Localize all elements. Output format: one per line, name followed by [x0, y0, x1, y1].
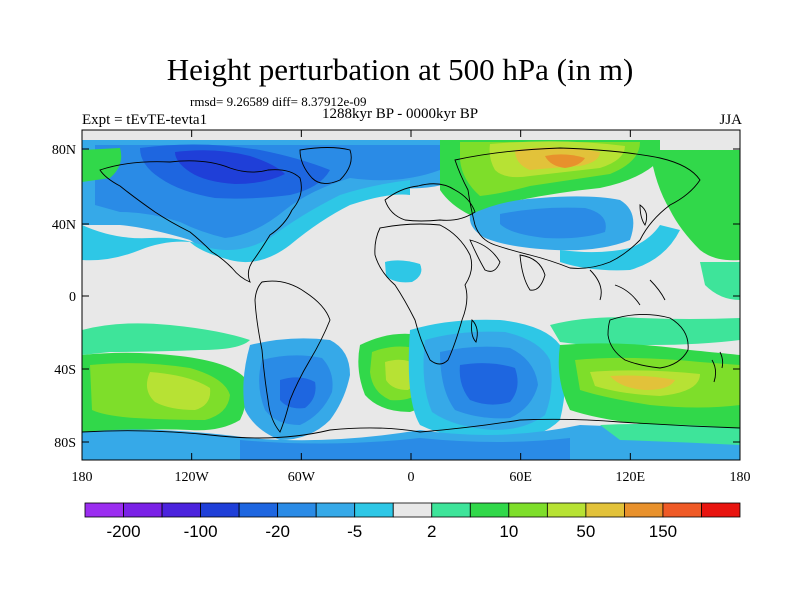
field-contour-asia-negative-core: [500, 207, 606, 239]
colorbar-swatch: [546, 502, 587, 518]
x-tick-label: 60E: [509, 470, 532, 485]
coast-australia: [607, 314, 689, 369]
period-text: 1288kyr BP - 0000kyr BP: [322, 106, 479, 122]
colorbar-swatch: [701, 502, 741, 518]
y-tick-label: 80S: [54, 436, 76, 451]
x-tick-label: 120W: [175, 470, 210, 485]
y-tick-label: 40S: [54, 363, 76, 378]
coast-europe: [384, 183, 476, 222]
x-tick-label: 180: [730, 470, 751, 485]
field-contour-pacific-green: [650, 150, 740, 261]
field-contour-antarctic-core: [240, 438, 570, 460]
colorbar-swatch: [392, 502, 433, 518]
field-contour-tropical-pacific: [82, 323, 250, 355]
coast-japan: [639, 204, 648, 226]
colorbar-label: -100: [184, 522, 218, 541]
x-tick-label: 0: [408, 470, 415, 485]
experiment-label: Expt = tEvTE-tevta1: [82, 112, 208, 128]
colorbar-label: 10: [499, 522, 518, 541]
coast-greenland: [299, 147, 352, 184]
colorbar-swatch: [315, 502, 356, 518]
colorbar-label: 2: [427, 522, 436, 541]
season-label: JJA: [719, 112, 742, 128]
field-contour-au-core: [610, 375, 675, 390]
coast-africa: [374, 223, 473, 365]
field-contour-pacific-west: [82, 148, 122, 182]
colorbar-swatch: [277, 502, 317, 518]
x-tick-label: 180: [72, 470, 93, 485]
colorbar-swatch: [161, 502, 201, 518]
field-contour-na-core: [175, 150, 285, 184]
field-contour-eurasia-peak: [545, 154, 585, 168]
field-contour-asia-cyan: [560, 225, 680, 271]
y-tick-label: 80N: [52, 143, 76, 158]
field-contour-indian-cyan: [550, 317, 740, 346]
coastlines: [82, 147, 740, 439]
coast-north-america: [99, 160, 302, 283]
field-contour-sp-inner: [146, 372, 211, 410]
colorbar-label: -5: [347, 522, 362, 541]
colorbar-swatch: [662, 502, 702, 518]
colorbar-swatch: [624, 502, 664, 518]
field-contour-antarctic-east: [600, 424, 740, 445]
field-contour-sa-core: [280, 377, 316, 409]
colorbar-swatch: [585, 502, 625, 518]
field-contour-tropical-atlantic: [385, 260, 422, 283]
colorbar-swatch: [431, 502, 471, 518]
stats-text: rmsd= 9.26589 diff= 8.37912e-09: [190, 94, 367, 109]
coast-se-asia: [589, 269, 666, 306]
colorbar-swatch: [123, 502, 163, 518]
coast-arabia-india: [469, 239, 546, 291]
colorbar-swatch: [469, 502, 510, 518]
coast-south-america: [254, 280, 331, 433]
x-tick-label: 60W: [288, 470, 316, 485]
field-contour-pacific-cyan: [700, 262, 740, 300]
colorbar-swatch: [238, 502, 279, 518]
colorbar-swatch: [354, 502, 394, 518]
coast-new-zealand: [711, 351, 724, 383]
colorbar: -200 -100 -20 -5 2 10 50 150: [84, 502, 741, 541]
y-tick-label: 40N: [52, 218, 76, 233]
colorbar-label: -200: [107, 522, 141, 541]
coast-antarctica: [82, 418, 740, 439]
map-field: [82, 130, 740, 460]
colorbar-label: 150: [649, 522, 677, 541]
x-tick-label: 120E: [616, 470, 646, 485]
y-tick-label: 0: [69, 290, 76, 305]
field-contour-atlantic-cyan: [82, 180, 410, 263]
map-title: Height perturbation at 500 hPa (in m): [166, 52, 634, 87]
colorbar-label: 50: [576, 522, 595, 541]
colorbar-label: -20: [265, 522, 290, 541]
coast-asia: [454, 147, 701, 269]
colorbar-swatch: [508, 502, 548, 518]
colorbar-swatch: [84, 502, 124, 518]
colorbar-swatch: [200, 502, 240, 518]
field-contour-sio-core: [459, 363, 518, 405]
coast-madagascar: [471, 319, 478, 343]
axis-ticks: 180 120W 60W 0 60E 120E 180 80N 40N 0 40S 80S: [52, 130, 751, 485]
